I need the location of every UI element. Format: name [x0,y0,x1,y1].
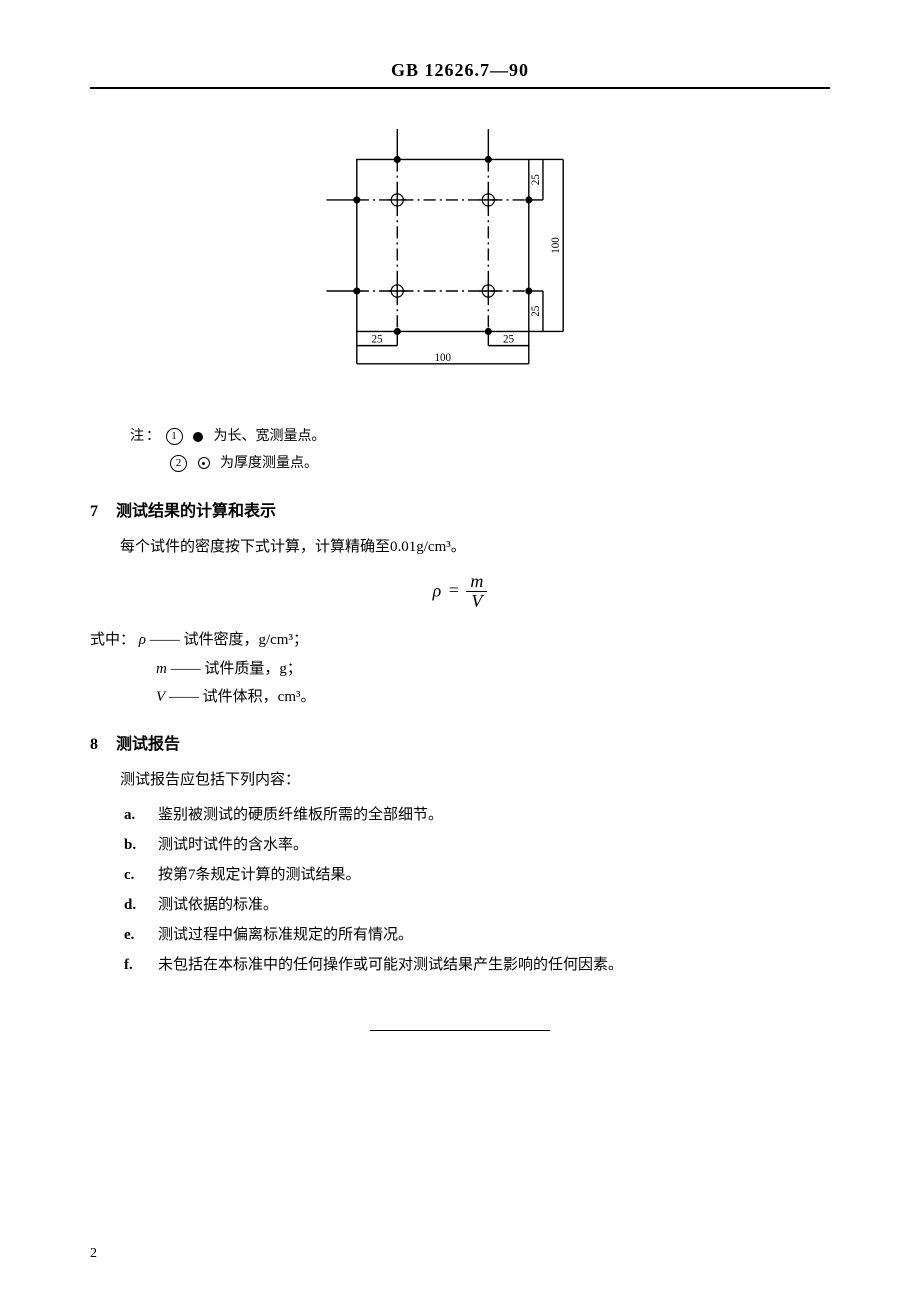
note-num-1: 1 [166,428,183,445]
density-formula: ρ = m V [90,572,830,613]
list-label-a: a. [124,800,158,830]
hollow-dot-icon [198,457,210,469]
page-number: 2 [90,1246,97,1262]
svg-text:100: 100 [434,352,451,364]
section-8-num: 8 [90,736,112,754]
formula-denominator: V [466,592,487,612]
where-dash-2: —— [171,661,201,677]
note-text-1: 为长、宽测量点。 [214,429,326,444]
list-label-e: e. [124,920,158,950]
where-line-3: V —— 试件体积，cm³。 [90,683,830,712]
formula-lhs: ρ [433,580,442,600]
svg-text:25: 25 [503,334,515,346]
section-7-heading: 7 测试结果的计算和表示 [90,497,830,521]
where-sym-1: ρ [139,632,146,648]
svg-text:25: 25 [530,305,542,317]
list-label-f: f. [124,950,158,980]
section-8-heading: 8 测试报告 [90,730,830,754]
figure-notes: 注： 1 为长、宽测量点。 2 为厚度测量点。 [130,424,830,477]
where-desc-2: 试件质量，g； [204,661,302,677]
where-dash-3: —— [169,689,199,705]
report-list: a.鉴别被测试的硬质纤维板所需的全部细节。 b.测试时试件的含水率。 c.按第7… [124,800,830,980]
list-text-d: 测试依据的标准。 [158,890,278,920]
where-dash-1: —— [150,632,180,648]
measurement-figure: 25 25 100 25 25 100 [90,119,830,384]
standard-code: GB 12626.7—90 [90,60,830,81]
svg-text:25: 25 [530,174,542,186]
where-sym-2: m [156,661,167,677]
diagram-svg: 25 25 100 25 25 100 [310,119,610,379]
note-line-1: 注： 1 为长、宽测量点。 [130,424,830,451]
note-text-2: 为厚度测量点。 [220,456,318,471]
list-item: b.测试时试件的含水率。 [124,830,830,860]
svg-text:25: 25 [371,334,383,346]
list-item: e.测试过程中偏离标准规定的所有情况。 [124,920,830,950]
where-block: 式中： ρ —— 试件密度，g/cm³； m —— 试件质量，g； V —— 试… [90,626,830,712]
note-line-2: 2 为厚度测量点。 [130,451,830,478]
list-label-c: c. [124,860,158,890]
header-rule [90,87,830,89]
section-7-para: 每个试件的密度按下式计算，计算精确至0.01g/cm³。 [90,533,830,562]
list-text-f: 未包括在本标准中的任何操作或可能对测试结果产生影响的任何因素。 [158,950,623,980]
formula-numerator: m [466,572,487,593]
section-7-num: 7 [90,503,112,521]
list-label-d: d. [124,890,158,920]
list-text-b: 测试时试件的含水率。 [158,830,308,860]
section-7-title: 测试结果的计算和表示 [116,503,276,520]
list-item: a.鉴别被测试的硬质纤维板所需的全部细节。 [124,800,830,830]
where-sym-3: V [156,689,165,705]
where-line-1: 式中： ρ —— 试件密度，g/cm³； [90,626,830,655]
list-label-b: b. [124,830,158,860]
list-item: c.按第7条规定计算的测试结果。 [124,860,830,890]
note-num-2: 2 [170,455,187,472]
section-8-intro: 测试报告应包括下列内容： [90,766,830,795]
solid-dot-icon [193,432,203,442]
list-text-e: 测试过程中偏离标准规定的所有情况。 [158,920,413,950]
end-rule [370,1030,550,1031]
list-text-a: 鉴别被测试的硬质纤维板所需的全部细节。 [158,800,443,830]
where-desc-3: 试件体积，cm³。 [203,689,316,705]
list-item: d.测试依据的标准。 [124,890,830,920]
where-prefix: 式中： [90,632,135,648]
svg-text:100: 100 [550,237,562,254]
page: GB 12626.7—90 25 25 100 25 25 100 注： 1 为长、宽测量… [0,0,920,1302]
list-text-c: 按第7条规定计算的测试结果。 [158,860,361,890]
where-desc-1: 试件密度，g/cm³； [183,632,308,648]
formula-eq: = [446,580,462,600]
formula-fraction: m V [466,572,487,613]
note-prefix: 注： [130,429,162,444]
list-item: f.未包括在本标准中的任何操作或可能对测试结果产生影响的任何因素。 [124,950,830,980]
where-line-2: m —— 试件质量，g； [90,655,830,684]
section-8-title: 测试报告 [116,736,180,753]
